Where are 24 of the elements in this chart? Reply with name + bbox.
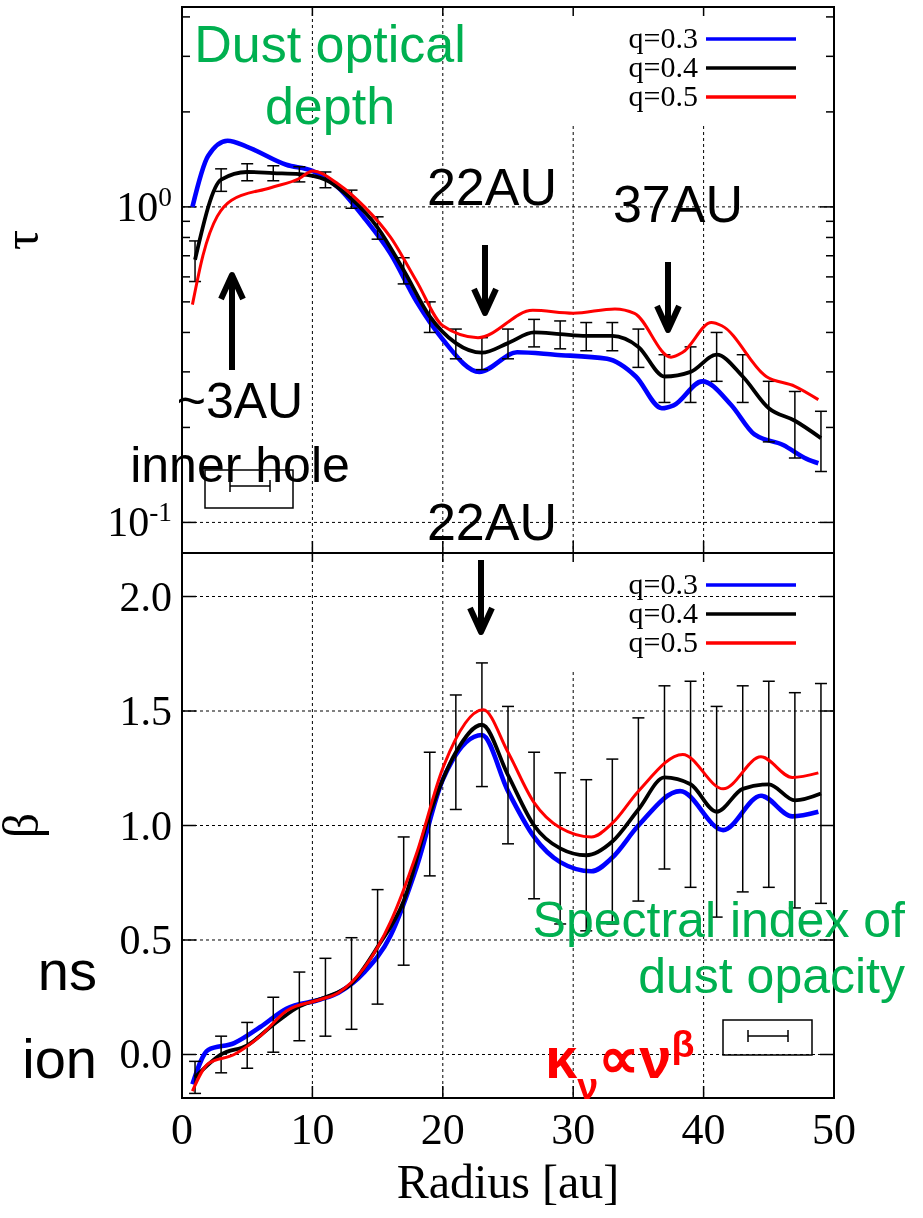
x-tick-label: 10	[290, 1105, 335, 1154]
y-tick-label: 10$^{-1}$	[107, 497, 172, 546]
y-axis-title: τ	[0, 229, 49, 251]
y-tick-label: 2.0	[119, 573, 172, 620]
annotation: 37AU	[612, 175, 744, 233]
x-axis-title: Radius [au]	[396, 1155, 620, 1208]
annotation: Dust optical depth	[194, 15, 466, 135]
x-tick-label: 40	[681, 1105, 726, 1154]
x-tick-label: 20	[420, 1105, 465, 1154]
annotation: 22AU	[426, 493, 558, 551]
annotation: 22AU	[426, 158, 558, 216]
x-tick-label: 50	[812, 1105, 856, 1154]
y-tick-label: 0.5	[119, 917, 172, 963]
y-tick-label: 0.0	[119, 1031, 172, 1078]
legend-label: q=0.3	[628, 567, 698, 600]
text: ns ion	[22, 939, 97, 1090]
x-tick-label: 0	[171, 1105, 193, 1154]
y-axis-title: β	[0, 812, 49, 839]
x-tick-label: 30	[551, 1105, 596, 1154]
y-tick-label: 1.5	[119, 688, 172, 734]
annotation: κ$_{ν}$∝ν$^{β}$	[545, 1023, 695, 1107]
y-tick-label: 10$^{0}$	[116, 181, 172, 230]
legend-label: q=0.3	[628, 21, 698, 54]
y-tick-label: 1.0	[119, 802, 172, 849]
